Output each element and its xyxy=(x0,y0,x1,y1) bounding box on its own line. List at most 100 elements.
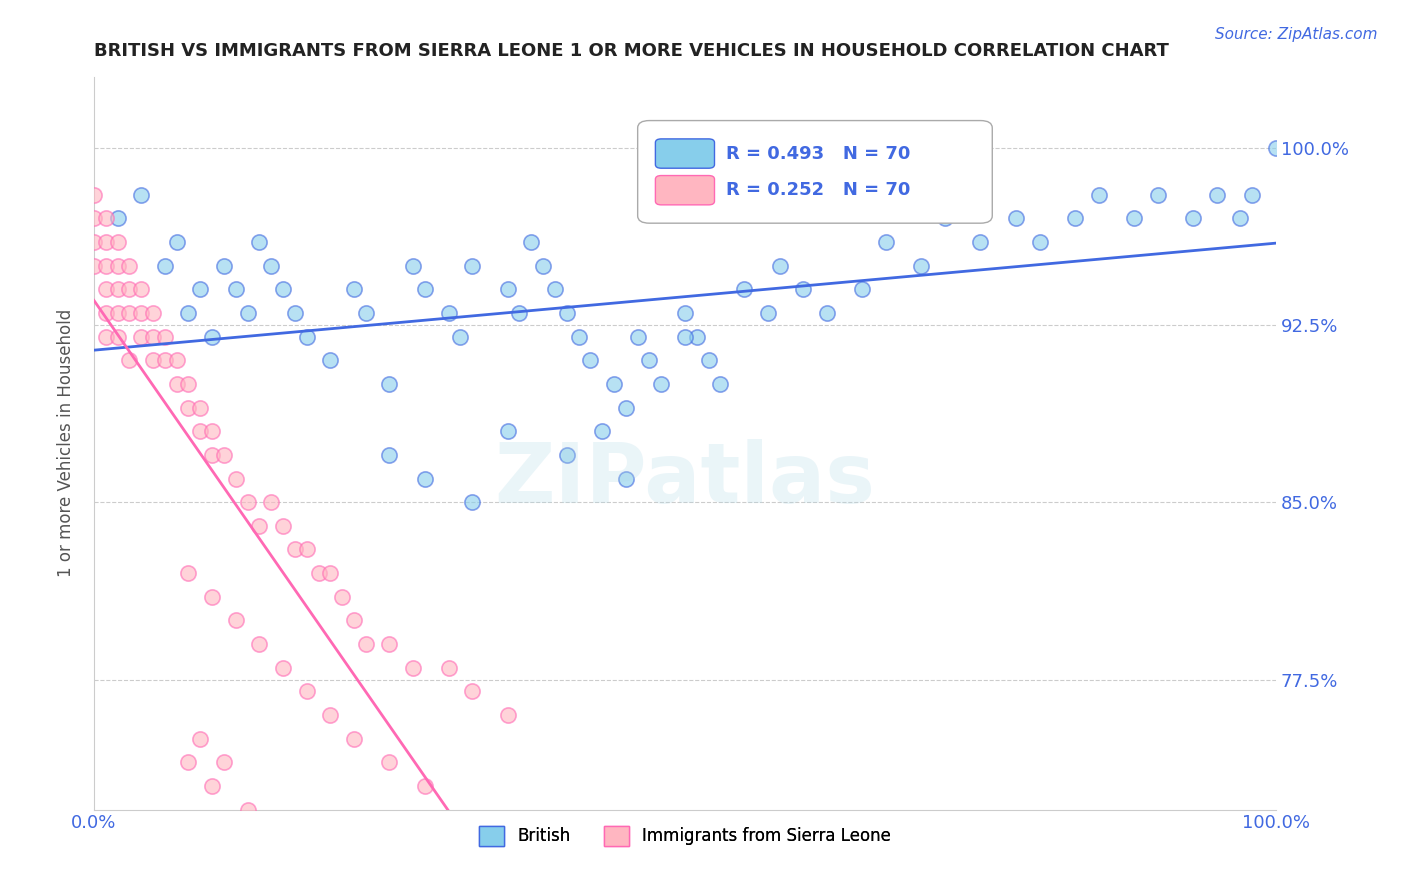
British xyxy=(792,282,814,296)
British xyxy=(461,495,484,509)
Immigrants from Sierra Leone xyxy=(260,495,283,509)
Immigrants from Sierra Leone xyxy=(319,708,342,723)
Text: Source: ZipAtlas.com: Source: ZipAtlas.com xyxy=(1215,27,1378,42)
British xyxy=(1241,187,1264,202)
Immigrants from Sierra Leone xyxy=(354,637,377,651)
Immigrants from Sierra Leone xyxy=(343,614,366,628)
Immigrants from Sierra Leone xyxy=(496,708,519,723)
Immigrants from Sierra Leone xyxy=(177,756,200,770)
British xyxy=(343,282,366,296)
British xyxy=(496,282,519,296)
British xyxy=(236,306,259,320)
British xyxy=(756,306,779,320)
British xyxy=(378,376,401,391)
Immigrants from Sierra Leone xyxy=(129,306,152,320)
Immigrants from Sierra Leone xyxy=(83,235,105,249)
British xyxy=(354,306,377,320)
Immigrants from Sierra Leone xyxy=(236,803,259,817)
British xyxy=(1028,235,1050,249)
British xyxy=(555,448,578,462)
British xyxy=(969,235,991,249)
Immigrants from Sierra Leone xyxy=(260,826,283,840)
Immigrants from Sierra Leone xyxy=(437,661,460,675)
British xyxy=(413,282,436,296)
Legend: British, Immigrants from Sierra Leone: British, Immigrants from Sierra Leone xyxy=(472,819,897,853)
Y-axis label: 1 or more Vehicles in Household: 1 or more Vehicles in Household xyxy=(58,309,75,577)
Immigrants from Sierra Leone xyxy=(83,259,105,273)
British xyxy=(1146,187,1168,202)
Immigrants from Sierra Leone xyxy=(413,779,436,793)
Immigrants from Sierra Leone xyxy=(378,637,401,651)
British xyxy=(910,259,932,273)
British xyxy=(851,282,873,296)
Immigrants from Sierra Leone xyxy=(153,329,176,343)
Immigrants from Sierra Leone xyxy=(94,306,117,320)
Immigrants from Sierra Leone xyxy=(118,259,141,273)
Immigrants from Sierra Leone xyxy=(118,353,141,368)
Immigrants from Sierra Leone xyxy=(225,471,247,485)
Immigrants from Sierra Leone xyxy=(83,187,105,202)
British xyxy=(1064,211,1087,226)
British xyxy=(697,353,720,368)
Immigrants from Sierra Leone xyxy=(129,329,152,343)
Text: R = 0.493   N = 70: R = 0.493 N = 70 xyxy=(727,145,911,162)
British xyxy=(579,353,602,368)
Immigrants from Sierra Leone xyxy=(402,661,425,675)
British xyxy=(591,424,613,438)
British xyxy=(212,259,235,273)
Immigrants from Sierra Leone xyxy=(201,424,224,438)
Immigrants from Sierra Leone xyxy=(249,637,271,651)
Immigrants from Sierra Leone xyxy=(271,661,294,675)
British xyxy=(709,376,731,391)
British xyxy=(614,401,637,415)
Immigrants from Sierra Leone xyxy=(271,518,294,533)
Immigrants from Sierra Leone xyxy=(94,259,117,273)
British xyxy=(295,329,318,343)
Immigrants from Sierra Leone xyxy=(225,614,247,628)
British xyxy=(496,424,519,438)
British xyxy=(177,306,200,320)
Text: ZIPatlas: ZIPatlas xyxy=(495,439,876,520)
Immigrants from Sierra Leone xyxy=(94,329,117,343)
British xyxy=(225,282,247,296)
British xyxy=(1265,140,1288,154)
British xyxy=(260,259,283,273)
Immigrants from Sierra Leone xyxy=(107,282,129,296)
Immigrants from Sierra Leone xyxy=(177,566,200,580)
British xyxy=(614,471,637,485)
British xyxy=(1087,187,1109,202)
British xyxy=(686,329,709,343)
Immigrants from Sierra Leone xyxy=(142,306,165,320)
British xyxy=(284,306,307,320)
Immigrants from Sierra Leone xyxy=(295,684,318,698)
British xyxy=(1182,211,1205,226)
Immigrants from Sierra Leone xyxy=(308,566,330,580)
Immigrants from Sierra Leone xyxy=(107,329,129,343)
Immigrants from Sierra Leone xyxy=(249,518,271,533)
British xyxy=(413,471,436,485)
British xyxy=(249,235,271,249)
British xyxy=(449,329,471,343)
British xyxy=(319,353,342,368)
FancyBboxPatch shape xyxy=(655,176,714,205)
Immigrants from Sierra Leone xyxy=(201,590,224,604)
British xyxy=(402,259,425,273)
British xyxy=(638,353,661,368)
Immigrants from Sierra Leone xyxy=(201,448,224,462)
Immigrants from Sierra Leone xyxy=(153,353,176,368)
Immigrants from Sierra Leone xyxy=(236,495,259,509)
Immigrants from Sierra Leone xyxy=(284,542,307,557)
Text: R = 0.252   N = 70: R = 0.252 N = 70 xyxy=(727,181,911,199)
Immigrants from Sierra Leone xyxy=(177,401,200,415)
Immigrants from Sierra Leone xyxy=(94,235,117,249)
Immigrants from Sierra Leone xyxy=(212,448,235,462)
British xyxy=(437,306,460,320)
British xyxy=(603,376,626,391)
Immigrants from Sierra Leone xyxy=(107,259,129,273)
British xyxy=(188,282,211,296)
Immigrants from Sierra Leone xyxy=(295,850,318,864)
FancyBboxPatch shape xyxy=(655,139,714,169)
Immigrants from Sierra Leone xyxy=(118,306,141,320)
British xyxy=(1123,211,1146,226)
British xyxy=(544,282,567,296)
